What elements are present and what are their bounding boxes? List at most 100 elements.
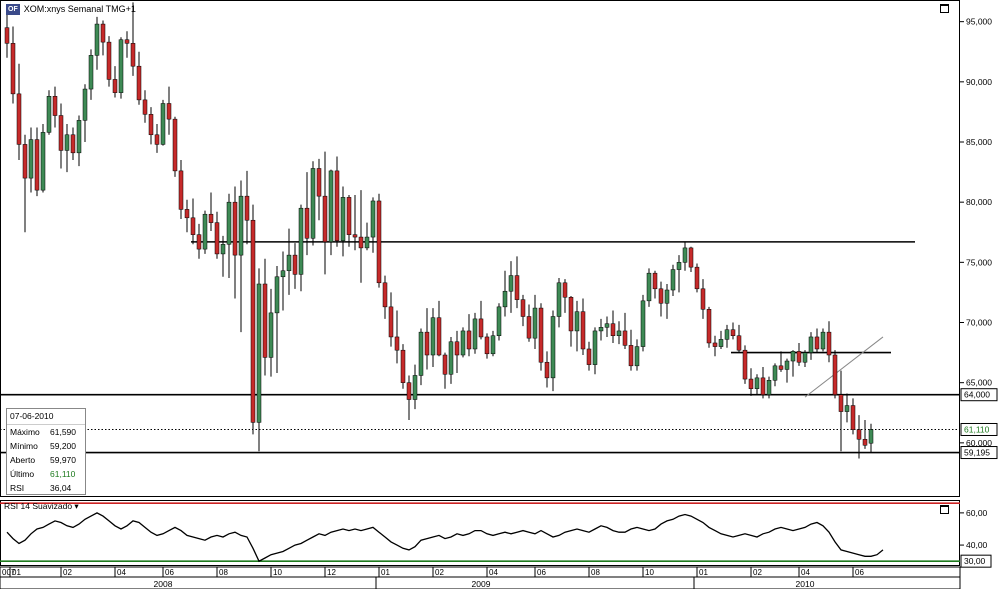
candle-body-down [406,382,412,400]
data-window-row-max: Máximo 61,590 [7,425,85,439]
year-axis-bar [0,576,961,589]
month-tick-label: 04 [117,568,126,577]
app-logo: OF [6,3,20,15]
candle-body-down [514,275,520,300]
candle-body-up [844,405,850,412]
candle-body-down [466,330,472,350]
candle-body-up [808,336,814,353]
candle-body-down [196,234,202,250]
y-tick-label: 75,000 [966,257,992,267]
candle-body-down [112,79,118,93]
symbol-title[interactable]: XOM:xnys Semanal TMG+1 [23,4,136,14]
candle-body-up [508,275,514,292]
candle-body-down [688,247,694,268]
candle-body-up [220,244,226,255]
candle-body-down [172,118,178,172]
candle-body-down [16,93,22,145]
candle-body-up [598,327,604,332]
candle-body-up [820,331,826,350]
candle-body-up [640,300,646,347]
candle-body-down [34,139,40,191]
candle-body-up [574,311,580,332]
value: 61,110 [50,469,76,479]
candle-body-down [730,329,736,336]
candle-body-down [520,299,526,317]
month-tick-label: 01 [381,568,390,577]
candle-body-up [772,365,778,381]
candle-body-down [262,283,268,358]
candle-body-up [670,269,676,291]
price-label: 59,195 [964,448,990,458]
candle-body-up [634,346,640,367]
candle-body-down [358,236,364,249]
candle-body-down [322,195,328,243]
candle-body-up [256,283,262,423]
data-window: 07-06-2010 Máximo 61,590 Mínimo 59,200 Abe… [6,408,86,495]
price-label-box [960,446,998,460]
data-window-row-rsi: RSI 36,04 [7,481,85,495]
candle-body-down [568,296,574,332]
candle-body-down [706,309,712,344]
label: Último [10,469,35,479]
data-window-row-last: Último 61,110 [7,467,85,481]
chevron-down-icon: ▾ [74,501,79,511]
candle-body-up [118,39,124,93]
candle-body-down [478,318,484,338]
candle-body-down [184,209,190,219]
y-tick-label: 95,000 [966,17,992,27]
value: 59,200 [50,441,76,451]
candle-body-down [544,361,550,379]
rsi-panel-frame [0,500,960,566]
candle-body-up [82,88,88,121]
label: RSI [10,483,25,493]
candle-body-down [10,43,16,95]
candle-body-up [418,331,424,376]
candle-body-down [760,377,766,395]
month-tick-label: 01 [12,568,21,577]
candle-body-down [814,336,820,350]
candle-body-up [40,132,46,191]
month-tick-label: 02 [435,568,444,577]
candle-body-down [58,115,64,151]
candle-body-up [286,254,292,272]
candle-body-up [64,134,70,151]
candle-body-down [586,348,592,365]
candle-body-down [352,234,358,238]
candle-body-down [4,27,10,44]
candle-body-up [226,201,232,245]
month-tick-label: 08 [219,568,228,577]
candle-body-up [280,270,286,278]
candle-body-up [472,318,478,350]
maximize-price-panel-icon[interactable] [940,4,949,13]
candle-body-up [556,282,562,317]
candle-body-up [202,213,208,250]
rsi-indicator-menu[interactable]: RSI 14 Suavizado ▾ [4,501,79,512]
candle-body-up [94,23,100,56]
trend-line [804,336,884,398]
candle-body-down [850,405,856,430]
label: Aberto [10,455,36,465]
candle-body-down [292,254,298,275]
month-tick-label: 06 [537,568,546,577]
candle-body-up [274,276,280,314]
maximize-rsi-panel-icon[interactable] [940,505,949,514]
candle-body-up [298,207,304,275]
data-window-row-min: Mínimo 59,200 [7,439,85,453]
candle-body-up [412,375,418,400]
candle-body-down [526,316,532,339]
data-window-date: 07-06-2010 [7,409,85,425]
price-label-box [960,388,998,402]
candle-body-down [244,195,250,221]
y-tick-label: 90,000 [966,77,992,87]
value: 61,590 [50,427,76,437]
candle-body-up [646,272,652,302]
candle-body-up [448,341,454,375]
candle-body-down [124,39,130,44]
candle-body-down [658,288,664,304]
candle-body-down [652,272,658,290]
month-tick-label: 04 [489,568,498,577]
candle-body-up [370,200,376,238]
candle-body-up [328,170,334,243]
candle-body-down [214,222,220,255]
